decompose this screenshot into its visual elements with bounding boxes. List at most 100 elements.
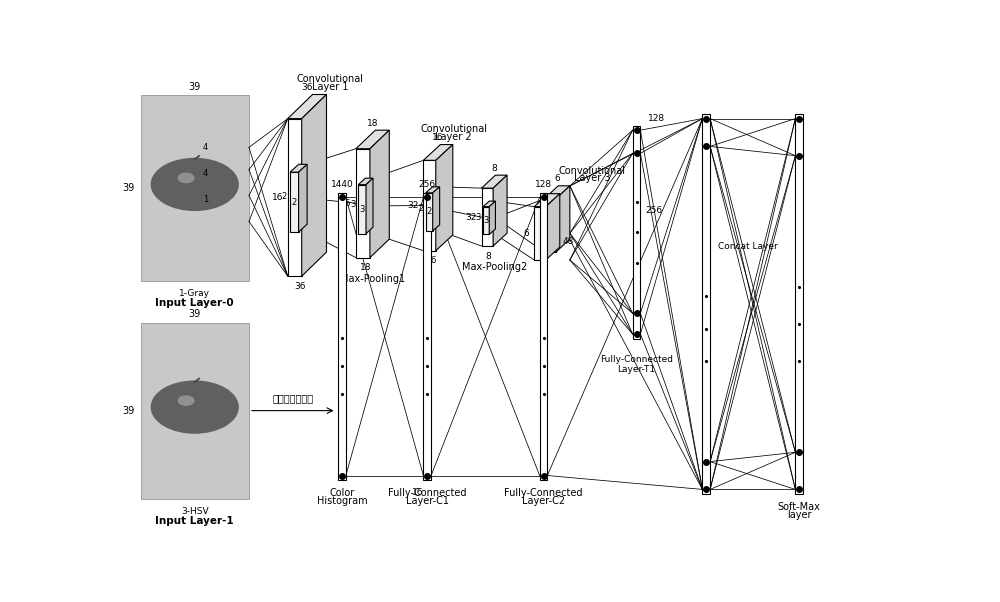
Text: layer: layer — [787, 510, 812, 520]
Text: 2: 2 — [418, 203, 423, 213]
Polygon shape — [299, 164, 307, 232]
Polygon shape — [544, 199, 556, 252]
Text: 16: 16 — [272, 193, 283, 202]
Text: 8: 8 — [491, 164, 497, 173]
Polygon shape — [356, 130, 389, 149]
Text: Layer-C2: Layer-C2 — [522, 497, 565, 506]
Text: Layer 2: Layer 2 — [435, 132, 472, 141]
Bar — [795, 114, 803, 494]
Circle shape — [151, 381, 238, 433]
Text: 4: 4 — [203, 143, 208, 152]
Polygon shape — [483, 206, 489, 235]
Polygon shape — [358, 185, 366, 234]
Text: 16: 16 — [432, 133, 444, 142]
Text: 6: 6 — [554, 175, 560, 184]
Text: 1-Gray: 1-Gray — [179, 289, 210, 298]
Circle shape — [178, 173, 194, 182]
Text: Max-Pooling2: Max-Pooling2 — [462, 262, 527, 272]
Polygon shape — [302, 95, 326, 276]
Text: 2: 2 — [427, 207, 432, 216]
Text: 36: 36 — [294, 282, 306, 291]
Polygon shape — [426, 187, 440, 193]
Text: Convolutional: Convolutional — [420, 125, 487, 134]
Text: Convolutional: Convolutional — [297, 74, 364, 84]
Text: 8: 8 — [486, 252, 491, 261]
Polygon shape — [534, 194, 560, 206]
Text: 128: 128 — [535, 180, 552, 189]
Text: 18: 18 — [360, 263, 371, 272]
Text: 提取颜色直方图: 提取颜色直方图 — [273, 394, 314, 404]
Text: 256: 256 — [646, 206, 663, 216]
Polygon shape — [366, 178, 373, 234]
Text: Convolutional: Convolutional — [558, 166, 625, 176]
Polygon shape — [483, 201, 495, 206]
Polygon shape — [482, 188, 493, 246]
Polygon shape — [288, 95, 326, 119]
Polygon shape — [493, 175, 507, 246]
Text: 36: 36 — [301, 83, 313, 92]
Text: Fully-Connected
Layer-T1: Fully-Connected Layer-T1 — [600, 355, 673, 374]
Text: Color: Color — [329, 488, 355, 498]
Polygon shape — [482, 175, 507, 188]
Text: 6: 6 — [524, 229, 530, 238]
Polygon shape — [546, 194, 560, 260]
Bar — [140, 95, 249, 281]
Bar — [540, 193, 547, 480]
Polygon shape — [370, 130, 389, 258]
Polygon shape — [534, 206, 546, 260]
Text: 2: 2 — [292, 197, 297, 206]
Text: 3: 3 — [483, 216, 489, 225]
Text: 16: 16 — [426, 256, 438, 265]
Text: Input Layer-1: Input Layer-1 — [155, 517, 234, 526]
Text: Soft-Max: Soft-Max — [778, 503, 821, 512]
Text: Input Layer-0: Input Layer-0 — [155, 299, 234, 308]
Text: 39: 39 — [122, 183, 134, 193]
Text: Fully-Connected: Fully-Connected — [388, 488, 466, 498]
Text: 32: 32 — [407, 201, 419, 210]
Bar — [338, 193, 346, 480]
Text: 4: 4 — [203, 169, 208, 178]
Text: 39: 39 — [122, 406, 134, 415]
Polygon shape — [426, 193, 433, 231]
Text: Max-Pooling1: Max-Pooling1 — [340, 274, 405, 284]
Polygon shape — [489, 201, 495, 235]
Polygon shape — [290, 172, 299, 232]
Text: 3: 3 — [359, 205, 365, 214]
Text: 3: 3 — [350, 200, 355, 209]
Bar — [423, 193, 431, 480]
Polygon shape — [433, 187, 440, 231]
Text: 128: 128 — [648, 114, 665, 123]
Polygon shape — [436, 144, 453, 250]
Polygon shape — [423, 160, 436, 250]
Bar — [633, 126, 640, 339]
Polygon shape — [290, 164, 307, 172]
Polygon shape — [544, 186, 570, 199]
Text: 3: 3 — [475, 213, 481, 222]
Text: Layer-C1: Layer-C1 — [406, 497, 449, 506]
Text: Layer 1: Layer 1 — [312, 82, 349, 92]
Circle shape — [151, 158, 238, 210]
Text: 18: 18 — [367, 119, 378, 128]
Text: 32: 32 — [465, 213, 477, 222]
Polygon shape — [356, 149, 370, 258]
Bar — [140, 323, 249, 498]
Polygon shape — [423, 144, 453, 160]
Text: 48: 48 — [562, 237, 573, 246]
Text: 39: 39 — [189, 309, 201, 319]
Polygon shape — [358, 178, 373, 185]
Text: 16: 16 — [340, 199, 351, 208]
Text: 1440: 1440 — [331, 180, 353, 189]
Text: 39: 39 — [189, 82, 201, 92]
Text: 3-HSV: 3-HSV — [181, 507, 209, 516]
Text: 1: 1 — [203, 195, 208, 203]
Text: 2: 2 — [282, 191, 287, 200]
Bar — [702, 114, 710, 494]
Text: Fully-Connected: Fully-Connected — [504, 488, 583, 498]
Text: Histogram: Histogram — [317, 497, 367, 506]
Text: 16: 16 — [412, 488, 424, 497]
Text: Layer 3: Layer 3 — [574, 173, 610, 183]
Text: 256: 256 — [419, 180, 436, 189]
Polygon shape — [288, 119, 302, 276]
Text: Concat Layer: Concat Layer — [718, 243, 778, 252]
Polygon shape — [556, 186, 570, 252]
